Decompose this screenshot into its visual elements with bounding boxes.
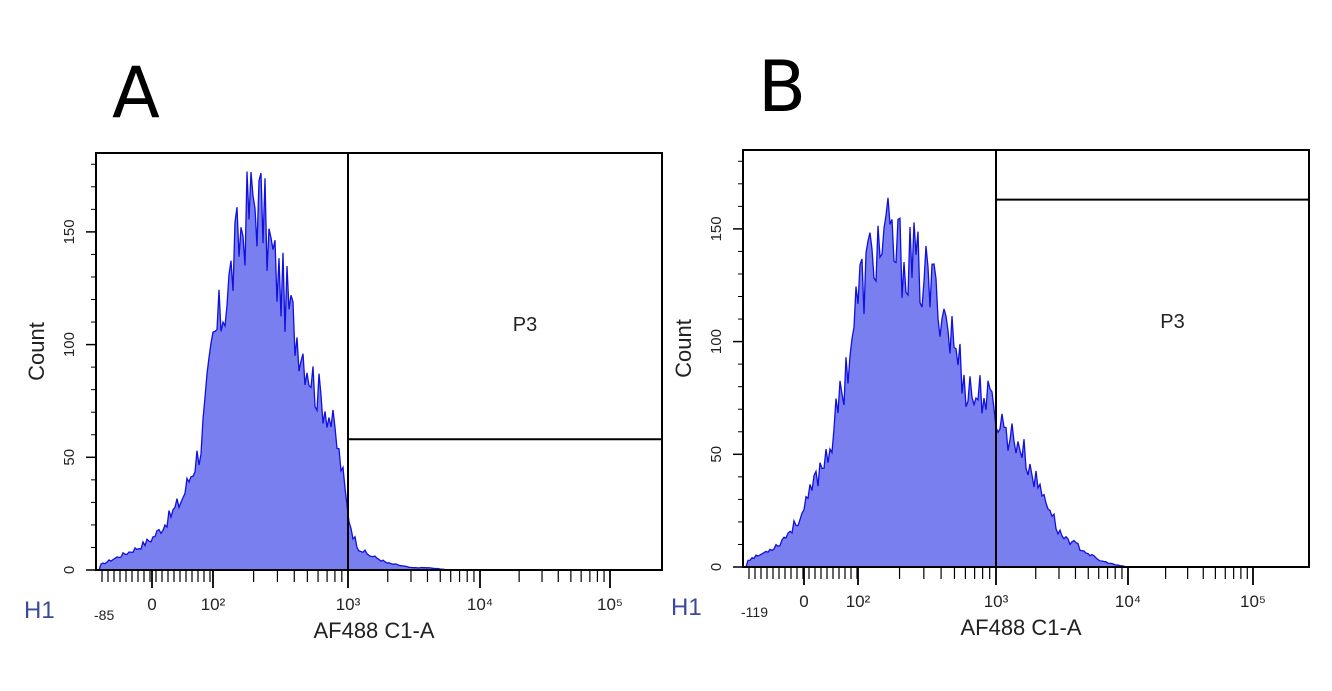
panel-label-b: B	[758, 46, 807, 128]
plot-frame-a	[95, 152, 663, 571]
x-tick-label: 10³	[984, 592, 1009, 611]
plot-frame-b	[742, 149, 1310, 568]
x-axis-min-label: -85	[94, 607, 114, 623]
y-tick-label: 150	[708, 216, 725, 241]
x-tick-label: 10²	[846, 592, 871, 611]
x-tick-label: 10³	[336, 595, 361, 614]
y-tick-label: 150	[61, 219, 78, 244]
panel-label-a: A	[112, 52, 160, 134]
histogram-panel-a: P3 0 50 100 150 Count 0 10² 10³ 10⁴ 10⁵ -85 H1 AF488 …	[24, 152, 663, 643]
y-tick-label: 50	[708, 446, 725, 463]
y-tick-label: 100	[61, 332, 78, 357]
y-tick-label: 0	[61, 566, 78, 574]
gate-label-a: P3	[513, 314, 537, 336]
y-tick-label: 50	[61, 449, 78, 466]
x-tick-label: 0	[799, 592, 808, 611]
histogram-panel-b: P3 0 50 100 150 Count 0 10² 10³ 10⁴ 10⁵ -119 H1 AF488…	[671, 149, 1310, 640]
y-tick-label: 100	[708, 329, 725, 354]
gate-label-b: P3	[1160, 311, 1184, 333]
x-tick-label: 10²	[201, 595, 226, 614]
plot-id-label: H1	[671, 594, 702, 621]
plot-id-label: H1	[24, 597, 55, 624]
y-tick-label: 0	[708, 563, 725, 571]
x-axis-label-a: AF488 C1-A	[313, 618, 434, 643]
y-axis-label-b: Count	[671, 319, 696, 378]
x-axis-label-b: AF488 C1-A	[960, 615, 1081, 640]
x-tick-label: 10⁵	[597, 595, 623, 614]
x-tick-label: 10⁴	[467, 595, 493, 614]
histogram-area-a	[96, 171, 661, 570]
y-axis-label-a: Count	[24, 322, 49, 381]
x-tick-label: 0	[147, 595, 156, 614]
histogram-area-b	[743, 197, 1308, 568]
x-tick-label: 10⁵	[1240, 592, 1266, 611]
x-axis-min-label: -119	[741, 604, 768, 620]
x-tick-label: 10⁴	[1115, 592, 1141, 611]
